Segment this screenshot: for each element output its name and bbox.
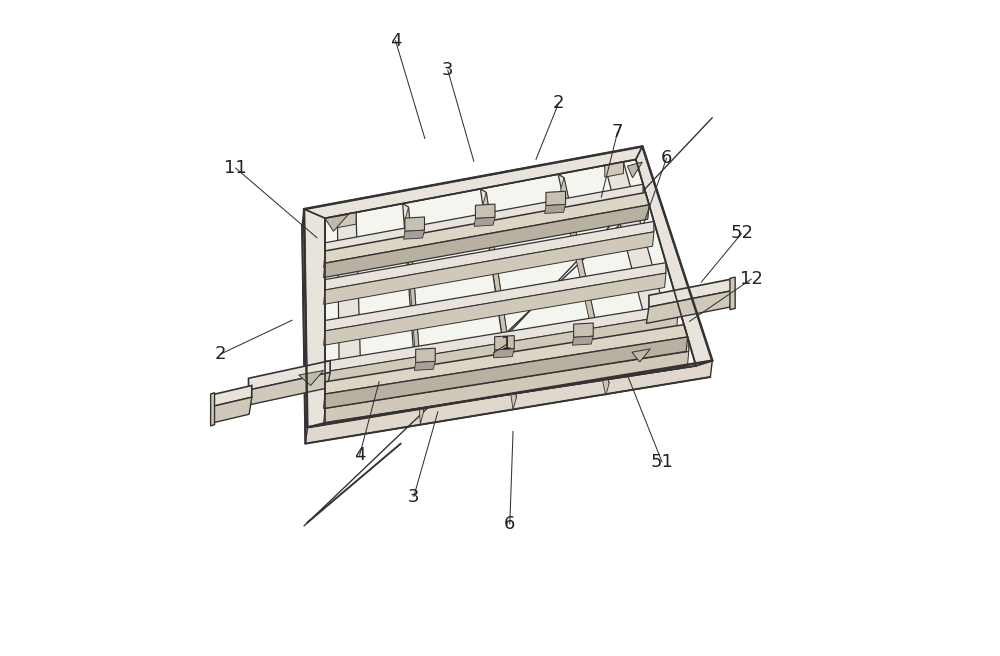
Polygon shape (337, 213, 362, 420)
Text: 2: 2 (553, 94, 565, 112)
Polygon shape (474, 217, 495, 226)
Polygon shape (632, 349, 650, 362)
Polygon shape (561, 178, 609, 396)
Polygon shape (325, 304, 678, 372)
Polygon shape (213, 386, 252, 406)
Polygon shape (545, 205, 566, 213)
Polygon shape (475, 204, 495, 218)
Polygon shape (324, 314, 678, 386)
Polygon shape (325, 221, 654, 290)
Polygon shape (572, 336, 593, 345)
Polygon shape (325, 341, 689, 409)
Polygon shape (245, 373, 330, 405)
Polygon shape (302, 209, 307, 443)
Polygon shape (337, 213, 356, 228)
Polygon shape (546, 192, 566, 205)
Polygon shape (483, 192, 516, 409)
Polygon shape (325, 325, 688, 394)
Polygon shape (605, 162, 623, 177)
Text: 2: 2 (215, 345, 226, 363)
Text: 7: 7 (612, 123, 623, 141)
Text: 52: 52 (730, 224, 753, 242)
Polygon shape (493, 349, 514, 358)
Text: 3: 3 (442, 61, 453, 79)
Text: 1: 1 (501, 335, 512, 354)
Polygon shape (304, 209, 325, 427)
Polygon shape (405, 217, 424, 232)
Text: 6: 6 (504, 515, 515, 533)
Text: 6: 6 (661, 149, 672, 167)
Polygon shape (325, 262, 666, 331)
Polygon shape (414, 361, 435, 371)
Polygon shape (558, 174, 609, 384)
Text: 11: 11 (224, 159, 247, 177)
Text: 3: 3 (408, 487, 420, 506)
Polygon shape (325, 192, 649, 263)
Text: 51: 51 (651, 453, 673, 471)
Polygon shape (636, 146, 712, 366)
Polygon shape (627, 162, 642, 178)
Polygon shape (249, 361, 330, 390)
Polygon shape (605, 162, 681, 371)
Polygon shape (324, 232, 654, 304)
Polygon shape (211, 398, 252, 423)
Polygon shape (325, 184, 643, 253)
Polygon shape (405, 207, 424, 424)
Polygon shape (404, 230, 424, 239)
Polygon shape (730, 277, 735, 310)
Text: 12: 12 (740, 270, 763, 288)
Polygon shape (324, 195, 643, 268)
Text: 4: 4 (354, 446, 365, 464)
Polygon shape (416, 348, 435, 363)
Polygon shape (307, 361, 712, 427)
Polygon shape (299, 371, 324, 386)
Text: 4: 4 (390, 31, 401, 50)
Polygon shape (304, 146, 642, 218)
Polygon shape (403, 203, 424, 412)
Polygon shape (324, 352, 689, 423)
Polygon shape (495, 336, 514, 350)
Polygon shape (649, 279, 732, 307)
Polygon shape (324, 205, 649, 277)
Polygon shape (646, 291, 732, 323)
Polygon shape (211, 393, 215, 426)
Polygon shape (324, 337, 688, 409)
Polygon shape (480, 189, 516, 398)
Polygon shape (574, 323, 593, 337)
Polygon shape (305, 361, 712, 443)
Polygon shape (325, 159, 696, 422)
Polygon shape (325, 215, 348, 232)
Polygon shape (324, 273, 666, 345)
